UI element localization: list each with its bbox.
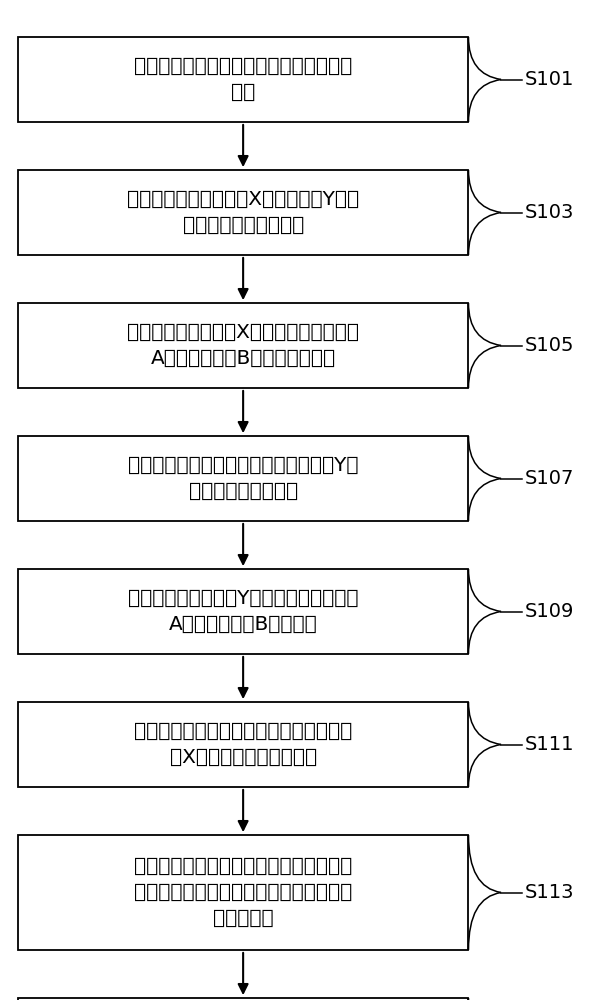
FancyBboxPatch shape [18, 835, 468, 950]
FancyBboxPatch shape [18, 998, 468, 1000]
FancyBboxPatch shape [18, 170, 468, 255]
FancyBboxPatch shape [18, 569, 468, 654]
FancyBboxPatch shape [18, 37, 468, 122]
Text: S109: S109 [525, 602, 574, 621]
FancyBboxPatch shape [18, 702, 468, 787]
Text: 设定所述测试点矩阵在X轴方向和在Y轴方
向的定位误差的允许值: 设定所述测试点矩阵在X轴方向和在Y轴方 向的定位误差的允许值 [127, 190, 359, 235]
FancyBboxPatch shape [18, 436, 468, 521]
Text: 根据所述飞针测试机的测试区域设定矩阵
区域: 根据所述飞针测试机的测试区域设定矩阵 区域 [134, 57, 352, 102]
Text: 将所述飞针测试机的X轴运动至所述测试点
A与所述测试点B之间连线的中点: 将所述飞针测试机的X轴运动至所述测试点 A与所述测试点B之间连线的中点 [127, 323, 359, 368]
Text: S113: S113 [525, 883, 574, 902]
Text: S101: S101 [525, 70, 574, 89]
Text: 将每个所述测试点的实际坐标与理论坐标
进行比较，用于计算出每个所述测试点的
绝对误差值: 将每个所述测试点的实际坐标与理论坐标 进行比较，用于计算出每个所述测试点的 绝对… [134, 857, 352, 928]
Text: S107: S107 [525, 469, 574, 488]
FancyBboxPatch shape [18, 303, 468, 388]
Text: 将所述飞针测试机的Y轴运动至所述测试点
A与所述测试点B其中之一: 将所述飞针测试机的Y轴运动至所述测试点 A与所述测试点B其中之一 [128, 589, 358, 634]
Text: 采用激光干涉仪测试所述飞针测试机的Y轴
运动的定位精度数据: 采用激光干涉仪测试所述飞针测试机的Y轴 运动的定位精度数据 [128, 456, 358, 501]
Text: S105: S105 [525, 336, 574, 355]
Text: S103: S103 [525, 203, 574, 222]
Text: 采用所述激光干涉仪测试所述飞针测试机
的X轴运动的定位精度数据: 采用所述激光干涉仪测试所述飞针测试机 的X轴运动的定位精度数据 [134, 722, 352, 767]
Text: S111: S111 [525, 735, 574, 754]
